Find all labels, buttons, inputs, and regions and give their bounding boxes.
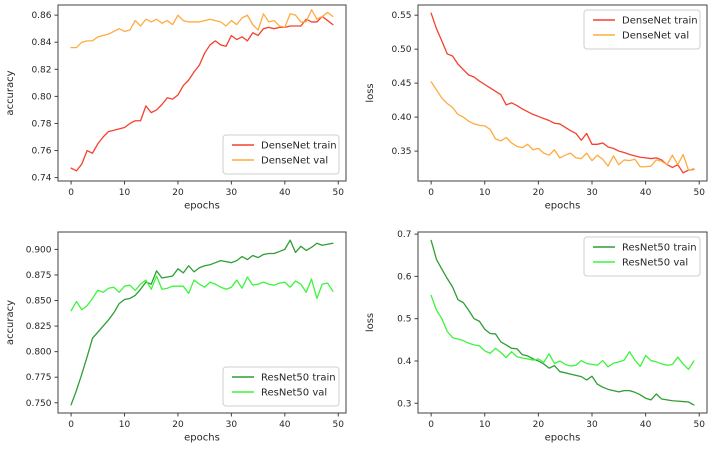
subplot-densenet-loss: 0 10 20 30 40 50 0.35 0.40 0.45 0.50 0.55 epochs los…	[360, 0, 721, 225]
resnet50-train-legend-label: ResNet50 train	[261, 373, 336, 384]
y-tick-label: 0.50	[391, 45, 411, 55]
y-tick-label: 0.800	[26, 348, 52, 358]
y-axis-label: accuracy	[5, 70, 16, 115]
y-tick-label: 0.78	[31, 119, 51, 129]
resnet50-train-legend-label: ResNet50 train	[622, 243, 697, 254]
y-tick-label: 0.3	[397, 399, 411, 409]
x-tick-label: 50	[693, 188, 705, 198]
x-tick-label: 20	[533, 188, 545, 198]
subplot-resnet50-loss: 0 10 20 30 40 50 0.3 0.4 0.5 0.6 0.7 epochs loss ResN…	[360, 225, 721, 449]
densenet-val-line	[70, 9, 334, 49]
y-axis-label: accuracy	[5, 300, 16, 345]
x-tick-label: 0	[428, 420, 434, 430]
axes-frame	[57, 231, 347, 414]
axes-frame	[417, 231, 708, 414]
subplot-densenet-accuracy: 0 10 20 30 40 50 0.74 0.76 0.78 0.80 0.82 0.84 0.86 e…	[0, 0, 360, 225]
x-axis-label: epochs	[184, 433, 220, 444]
x-tick-label: 0	[428, 188, 434, 198]
y-tick-label: 0.850	[26, 297, 52, 307]
y-tick-label: 0.40	[391, 113, 411, 123]
densenet-val-line	[430, 81, 695, 171]
densenet-train-line	[70, 15, 334, 172]
densenet-val-legend-label: DenseNet val	[261, 156, 328, 167]
y-tick-label: 0.7	[397, 230, 411, 240]
x-tick-label: 20	[172, 420, 184, 430]
y-axis-label: loss	[365, 83, 376, 102]
y-tick-label: 0.74	[31, 174, 51, 184]
y-tick-label: 0.825	[26, 322, 52, 332]
densenet-train-legend-label: DenseNet train	[622, 16, 698, 27]
resnet50-train-line	[70, 239, 334, 406]
x-tick-label: 0	[68, 420, 74, 430]
legend-resnet50-accuracy: ResNet50 train ResNet50 val	[222, 366, 340, 407]
y-tick-label: 0.750	[26, 399, 52, 409]
x-axis-label: epochs	[184, 201, 220, 212]
x-axis-label: epochs	[545, 433, 581, 444]
y-tick-label: 0.84	[31, 38, 51, 48]
x-tick-label: 40	[279, 420, 291, 430]
x-tick-label: 10	[119, 188, 131, 198]
x-tick-label: 30	[226, 188, 238, 198]
chart-resnet50-loss: 0 10 20 30 40 50 0.3 0.4 0.5 0.6 0.7 epochs loss ResN…	[365, 230, 708, 444]
x-tick-label: 30	[226, 420, 238, 430]
x-tick-label: 10	[479, 420, 491, 430]
resnet50-train-line	[430, 239, 695, 406]
x-tick-label: 40	[640, 420, 652, 430]
x-axis-label: epochs	[545, 201, 581, 212]
y-tick-label: 0.80	[31, 92, 51, 102]
subplot-resnet50-accuracy: 0 10 20 30 40 50 0.750 0.775 0.800 0.825 0.850 0.87…	[0, 225, 360, 449]
legend-densenet-loss: DenseNet train DenseNet val	[583, 9, 701, 50]
resnet50-val-legend-label: ResNet50 val	[622, 258, 688, 269]
y-tick-label: 0.5	[397, 315, 411, 325]
x-tick-label: 30	[586, 420, 598, 430]
chart-resnet50-accuracy: 0 10 20 30 40 50 0.750 0.775 0.800 0.825 0.850 0.87…	[5, 231, 347, 444]
y-tick-label: 0.6	[397, 272, 412, 282]
y-tick-label: 0.775	[26, 373, 52, 383]
densenet-train-line	[430, 12, 695, 174]
densenet-train-legend-label: DenseNet train	[261, 141, 337, 152]
y-tick-label: 0.875	[26, 271, 52, 281]
x-tick-label: 10	[479, 188, 491, 198]
x-tick-label: 10	[119, 420, 131, 430]
chart-densenet-loss: 0 10 20 30 40 50 0.35 0.40 0.45 0.50 0.55 epochs los…	[365, 4, 708, 212]
legend-densenet-accuracy: DenseNet train DenseNet val	[222, 134, 340, 175]
x-tick-label: 40	[279, 188, 291, 198]
y-tick-label: 0.55	[391, 11, 411, 21]
x-tick-label: 20	[533, 420, 545, 430]
y-tick-label: 0.4	[397, 357, 412, 367]
legend-resnet50-loss: ResNet50 train ResNet50 val	[583, 236, 701, 277]
x-tick-label: 50	[333, 188, 345, 198]
y-tick-label: 0.76	[31, 147, 51, 157]
x-tick-label: 40	[640, 188, 652, 198]
axes-frame	[417, 4, 708, 182]
chart-densenet-accuracy: 0 10 20 30 40 50 0.74 0.76 0.78 0.80 0.82 0.84 0.86 e…	[5, 4, 347, 212]
resnet50-val-line	[70, 275, 334, 312]
x-tick-label: 20	[172, 188, 184, 198]
axes-frame	[57, 4, 347, 182]
resnet50-val-legend-label: ResNet50 val	[261, 388, 327, 399]
y-tick-label: 0.82	[31, 65, 51, 75]
y-tick-label: 0.900	[26, 245, 52, 255]
y-tick-label: 0.45	[391, 79, 411, 89]
y-axis-label: loss	[365, 313, 376, 332]
x-tick-label: 0	[68, 188, 74, 198]
densenet-val-legend-label: DenseNet val	[622, 31, 689, 42]
y-tick-label: 0.35	[391, 147, 411, 157]
resnet50-val-line	[430, 294, 695, 371]
x-tick-label: 50	[693, 420, 705, 430]
y-tick-label: 0.86	[31, 11, 51, 21]
x-tick-label: 30	[586, 188, 598, 198]
x-tick-label: 50	[333, 420, 345, 430]
